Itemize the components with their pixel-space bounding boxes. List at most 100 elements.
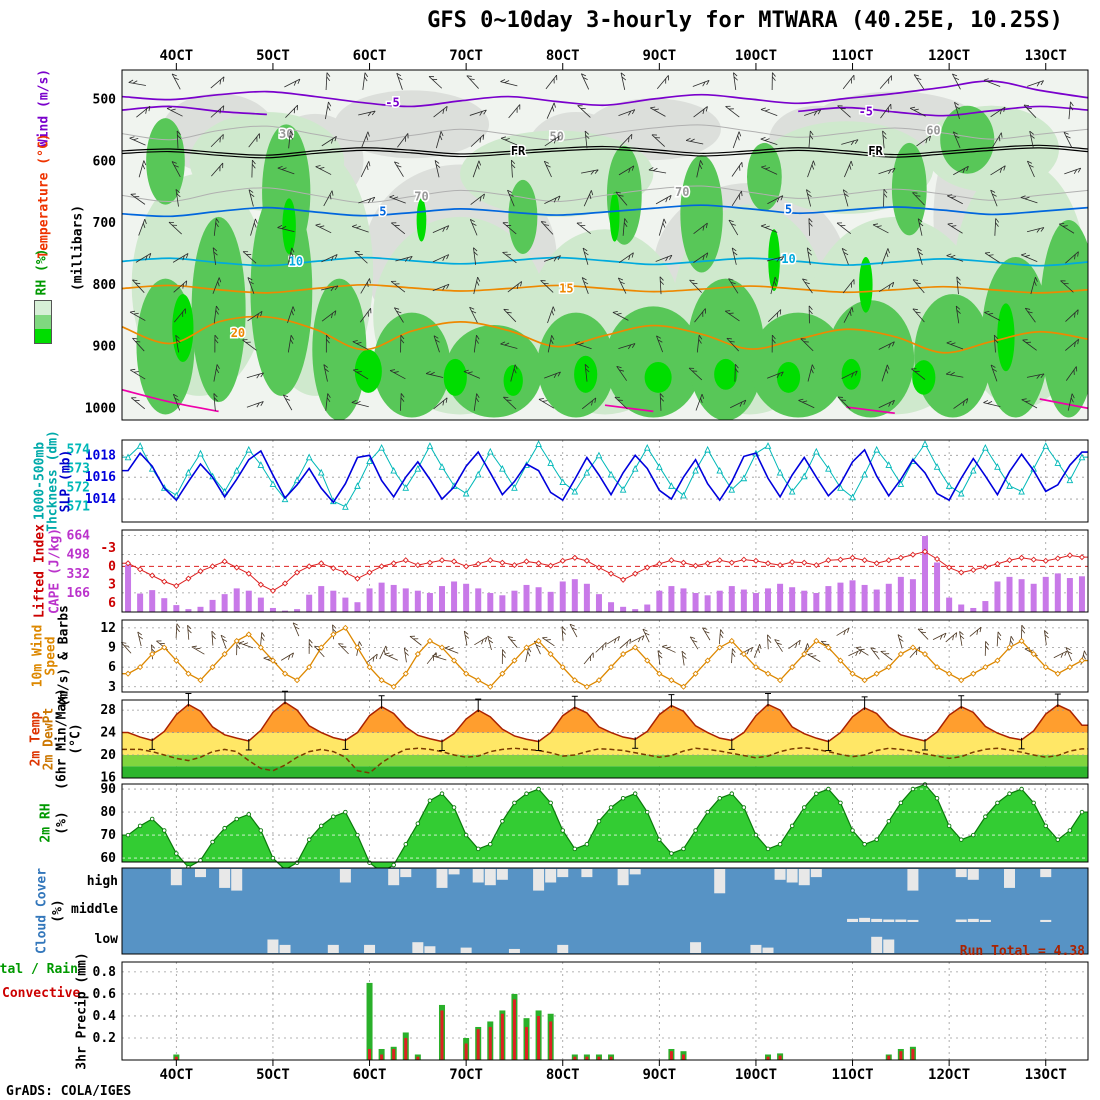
cs-millibars-axis-label: (millibars): [70, 204, 86, 292]
svg-text:-3: -3: [100, 541, 116, 556]
svg-text:11OCT: 11OCT: [831, 48, 873, 64]
svg-text:9: 9: [108, 640, 116, 655]
precip-axis-label: 3hr Precip (mm): [74, 952, 90, 1070]
cs-rh-axis-label: RH (%): [34, 248, 50, 296]
svg-text:20: 20: [231, 326, 245, 340]
cloud-row-label-high: high: [86, 874, 118, 889]
svg-text:7OCT: 7OCT: [449, 48, 483, 64]
svg-text:5OCT: 5OCT: [256, 1067, 290, 1083]
svg-text:5: 5: [379, 204, 386, 218]
panel-borders: [121, 69, 1089, 1061]
precip-convective-legend: Convective: [2, 986, 81, 1001]
svg-text:90: 90: [100, 782, 116, 797]
svg-text:24: 24: [100, 726, 116, 741]
svg-text:0.6: 0.6: [93, 987, 117, 1002]
svg-text:498: 498: [67, 548, 91, 563]
svg-text:8OCT: 8OCT: [546, 48, 580, 64]
svg-text:8OCT: 8OCT: [546, 1067, 580, 1083]
svg-text:FR: FR: [511, 144, 526, 158]
cloud-row-label-middle: middle: [71, 902, 118, 917]
svg-text:4OCT: 4OCT: [159, 48, 193, 64]
svg-text:60: 60: [100, 851, 116, 866]
svg-text:13OCT: 13OCT: [1025, 48, 1067, 64]
t2m-axis-label-4: (°C): [68, 723, 84, 755]
cloud-axis-label-1: Cloud Cover: [34, 867, 50, 955]
svg-text:1014: 1014: [85, 492, 116, 507]
cross-section-wind-barbs: [128, 72, 1082, 411]
page-title: GFS 0~10day 3-hourly for MTWARA (40.25E,…: [427, 8, 1063, 33]
precip-total-legend: Total / Rain: [0, 962, 78, 977]
cape-li-panel: 664 498 332 166 -3 0 3 6: [67, 529, 1088, 612]
grads-credit: GrADS: COLA/IGES: [6, 1084, 132, 1099]
svg-text:6: 6: [108, 660, 116, 675]
svg-text:9OCT: 9OCT: [642, 48, 676, 64]
svg-text:11OCT: 11OCT: [831, 1067, 873, 1083]
svg-text:7OCT: 7OCT: [449, 1067, 483, 1083]
svg-text:16: 16: [100, 770, 116, 785]
rh-colorbar-cell: [35, 315, 51, 329]
svg-text:12: 12: [100, 621, 116, 636]
svg-text:5: 5: [785, 203, 792, 217]
svg-text:1000: 1000: [85, 401, 116, 416]
svg-text:500: 500: [93, 93, 117, 108]
svg-text:6OCT: 6OCT: [353, 1067, 387, 1083]
svg-text:571: 571: [67, 500, 91, 515]
svg-text:13OCT: 13OCT: [1025, 1067, 1067, 1083]
svg-text:10: 10: [781, 252, 795, 266]
svg-text:1016: 1016: [85, 470, 116, 485]
cloud-row-label-low: low: [94, 932, 118, 947]
svg-text:60: 60: [926, 123, 940, 137]
svg-text:4OCT: 4OCT: [159, 1067, 193, 1083]
cape-axis-label: CAPE (J/kg): [47, 527, 63, 615]
svg-text:700: 700: [93, 216, 117, 231]
svg-text:12OCT: 12OCT: [928, 1067, 970, 1083]
svg-text:574: 574: [67, 443, 91, 458]
t2m-panel: 28 24 20 16: [100, 690, 1088, 785]
svg-text:572: 572: [67, 481, 90, 496]
svg-text:5OCT: 5OCT: [256, 48, 290, 64]
svg-text:70: 70: [100, 828, 116, 843]
rh2m-axis-label-1: 2m RH: [38, 803, 54, 843]
svg-text:0.4: 0.4: [93, 1009, 117, 1024]
svg-text:30: 30: [279, 127, 293, 141]
rh2m-axis-label-2: (%): [54, 811, 70, 835]
svg-text:12OCT: 12OCT: [928, 48, 970, 64]
svg-text:0.8: 0.8: [93, 965, 117, 980]
svg-text:10: 10: [289, 254, 303, 268]
precip-panel: 0.8 0.6 0.4 0.2: [93, 962, 1088, 1060]
svg-text:-5: -5: [385, 96, 399, 110]
rh2m-panel: 90 80 70 60: [100, 782, 1088, 875]
svg-text:10OCT: 10OCT: [735, 48, 777, 64]
svg-text:800: 800: [93, 278, 117, 293]
svg-text:1018: 1018: [85, 448, 116, 463]
svg-text:664: 664: [67, 529, 91, 544]
svg-text:70: 70: [675, 185, 689, 199]
svg-text:3: 3: [108, 578, 116, 593]
rh-colorbar-cell: [35, 329, 51, 343]
axis-tick-labels: 500 600 700 800 900 1000 4OCT 4OCT 5OCT 5OCT 6OCT 6…: [85, 48, 1067, 1083]
svg-text:0.2: 0.2: [93, 1031, 116, 1046]
svg-text:600: 600: [93, 154, 117, 169]
svg-text:3: 3: [108, 680, 116, 695]
svg-text:166: 166: [67, 586, 91, 601]
svg-text:9OCT: 9OCT: [642, 1067, 676, 1083]
svg-text:-5: -5: [859, 104, 873, 118]
svg-text:80: 80: [100, 805, 116, 820]
rh-colorbar-cell: [35, 301, 51, 315]
slp-thickness-panel: 1018 1016 1014 574 573 572 571: [67, 440, 1088, 522]
wind10m-panel: 12 9 6 3: [100, 620, 1088, 695]
lifted-index-axis-label: Lifted Index: [32, 524, 48, 618]
run-total-value: Run Total = 4.38: [959, 944, 1085, 959]
svg-text:332: 332: [67, 567, 90, 582]
svg-text:573: 573: [67, 462, 90, 477]
svg-text:6: 6: [108, 596, 116, 611]
cs-temperature-axis-label: Temperature (°C): [36, 133, 52, 259]
svg-text:900: 900: [93, 340, 117, 355]
svg-text:20: 20: [100, 748, 116, 763]
svg-text:70: 70: [414, 190, 428, 204]
svg-text:6OCT: 6OCT: [353, 48, 387, 64]
svg-text:28: 28: [100, 703, 116, 718]
